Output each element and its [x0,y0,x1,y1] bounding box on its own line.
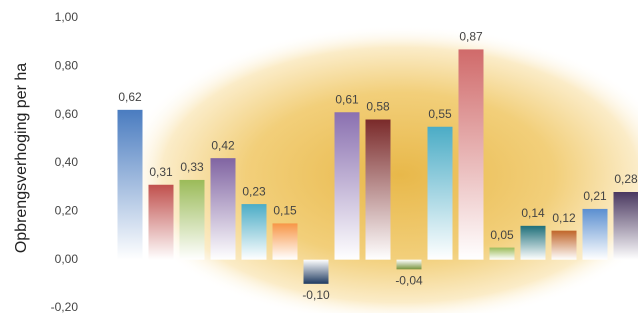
data-label: 0,28 [614,172,638,186]
data-label: 0,15 [273,204,297,218]
bar [304,260,329,284]
y-axis-label: Opbrengsverhoging per ha [13,63,30,253]
data-label: 0,62 [118,90,142,104]
bar [180,180,205,260]
data-label: 0,42 [211,138,235,152]
bar [552,231,577,260]
bar [459,49,484,259]
y-tick-label: 0,40 [55,155,79,169]
data-label: 0,21 [583,189,607,203]
page: {"chart_data": {"type": "bar", "y_label"… [0,0,638,313]
bar [242,204,267,260]
data-label: 0,14 [521,206,545,220]
bar [583,209,608,260]
data-label: 0,05 [490,228,514,242]
chart: Opbrengsverhoging per ha -0,20 0,00 0,20 0,… [0,0,638,313]
bar [366,120,391,260]
bar [149,185,174,260]
bar [118,110,143,260]
bar [428,127,453,260]
y-tick-label: 0,80 [55,59,79,73]
data-label: -0,04 [395,274,423,288]
data-label: 0,33 [180,160,204,174]
data-label: 0,87 [459,30,483,44]
y-tick-label: 0,20 [55,204,79,218]
bar [335,112,360,259]
bar [397,260,422,270]
y-tick-label: -0,20 [51,300,79,313]
y-tick-label: 0,00 [55,252,79,266]
data-label: 0,23 [242,184,266,198]
bar [490,248,515,260]
data-label: 0,31 [149,165,173,179]
bar [273,223,298,259]
bar [211,158,236,260]
bar [521,226,546,260]
y-tick-label: 1,00 [55,10,79,24]
data-label: 0,58 [366,100,390,114]
bar [614,192,638,260]
data-label: 0,61 [335,92,359,106]
y-tick-label: 0,60 [55,107,79,121]
data-label: -0,10 [302,288,330,302]
data-label: 0,12 [552,211,576,225]
data-label: 0,55 [428,107,452,121]
